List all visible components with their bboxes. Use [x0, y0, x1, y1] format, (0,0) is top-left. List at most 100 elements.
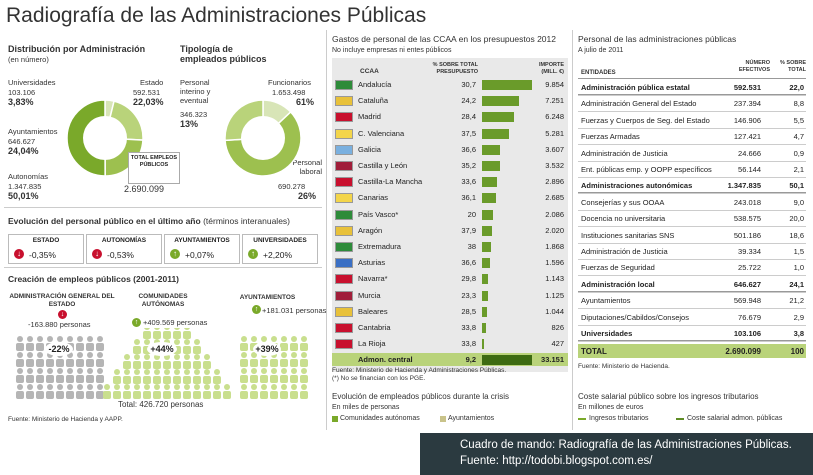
person-icon	[184, 328, 190, 330]
divider	[578, 242, 806, 244]
up-arrow-icon: ↑	[170, 249, 180, 259]
person-icon	[67, 368, 73, 374]
entidad-pct: 9,0	[793, 197, 804, 207]
person-icon	[86, 375, 94, 383]
person-icon	[270, 391, 278, 399]
total-value: 2.690.099	[124, 184, 165, 194]
entidad-pct: 1,0	[793, 263, 804, 273]
coste-sub: En millones de euros	[578, 404, 644, 411]
creacion-heading: Creación de empleos públicos (2001-2011)	[8, 274, 180, 284]
table-row: Administración pública estatal 592.531 2…	[578, 81, 806, 95]
person-icon	[134, 354, 140, 360]
person-icon	[290, 391, 298, 399]
flag-icon	[335, 306, 353, 317]
table-row: Galicia 36,6 3.607	[332, 143, 568, 157]
flag-icon	[335, 242, 353, 252]
entidad-pct: 21,2	[789, 296, 804, 306]
gastos-heading: Gastos de personal de las CCAA en los pr…	[332, 34, 556, 44]
up-arrow-icon: ↑	[252, 305, 261, 314]
person-icon	[193, 361, 201, 369]
creacion-ccaa-pct: +44%	[147, 342, 177, 356]
estado-pct: 22,03%	[133, 97, 164, 107]
distribucion-heading: Distribución por Administración	[8, 44, 146, 54]
person-icon	[174, 354, 180, 360]
person-icon	[194, 339, 200, 345]
creacion-ccaa-value: +409.569 personas	[143, 318, 208, 327]
ccaa-importe: 3.607	[545, 144, 564, 154]
ccaa-importe: 427	[551, 339, 564, 349]
person-icon	[153, 331, 161, 339]
divider	[4, 267, 322, 268]
person-icon	[46, 391, 54, 399]
person-icon	[86, 343, 94, 351]
ccaa-pct: 33,6	[461, 177, 476, 187]
person-icon	[143, 361, 151, 369]
person-icon	[163, 391, 171, 399]
down-arrow-icon: ↓	[92, 249, 102, 259]
person-icon	[144, 328, 150, 330]
personal-col2: NÚMERO EFECTIVOS	[738, 60, 770, 73]
funcionarios-num: 1.653.498	[272, 88, 306, 97]
creacion-age-label: ADMINISTRACIÓN GENERAL DEL ESTADO	[9, 293, 115, 308]
table-row: Ayuntamientos 569.948 21,2	[578, 294, 806, 307]
table-row: Cataluña 24,2 7.251	[332, 94, 568, 108]
person-icon	[203, 361, 211, 369]
flag-icon	[335, 96, 353, 107]
ccaa-bar	[482, 274, 488, 285]
divider	[326, 30, 327, 430]
table-row: Cantabria 33,8 826	[332, 321, 568, 335]
ccaa-importe: 9.854	[545, 80, 564, 89]
table-row: Fuerzas y Cuerpos de Seg. del Estado 146…	[578, 114, 806, 127]
person-icon	[164, 328, 170, 330]
entidad-name: Fuerzas y Cuerpos de Seg. del Estado	[581, 115, 710, 125]
creacion-total: Total: 426.720 personas	[118, 400, 204, 409]
ccaa-pct: 37,9	[461, 225, 476, 235]
person-icon	[213, 391, 221, 399]
person-icon	[104, 384, 110, 390]
person-icon	[66, 359, 74, 367]
table-row: Administración General del Estado 237.39…	[578, 97, 806, 110]
person-icon	[96, 343, 104, 351]
ccaa-name: Baleares	[358, 306, 388, 316]
distribucion-donut	[66, 99, 144, 177]
person-icon	[87, 336, 93, 342]
ccaa-importe: 1.125	[545, 290, 564, 300]
person-icon	[281, 336, 287, 342]
entidad-num: 39.334	[738, 247, 761, 256]
person-icon	[194, 369, 200, 375]
person-icon	[280, 391, 288, 399]
person-icon	[77, 368, 83, 374]
person-icon	[164, 369, 170, 375]
ccaa-pct: 20	[467, 209, 476, 219]
table-row: Ent. públicas emp. y OOPP específicos 56…	[578, 163, 806, 176]
ccaa-pct: 36,1	[461, 193, 476, 203]
person-icon	[204, 369, 210, 375]
person-icon	[300, 359, 308, 367]
entidad-pct: 8,8	[793, 99, 804, 109]
gastos-table	[332, 58, 568, 372]
person-icon	[270, 359, 278, 367]
ccaa-name: Cataluña	[358, 96, 389, 106]
divider	[578, 226, 806, 228]
person-icon	[26, 343, 34, 351]
person-icon	[281, 368, 287, 374]
personal-total-pct: 100	[790, 347, 804, 356]
ccaa-pct: 36,6	[461, 144, 476, 154]
entidad-name: Ent. públicas emp. y OOPP específicos	[581, 165, 712, 174]
table-row: Baleares 28,5 1.044	[332, 305, 568, 319]
evolucion-heading: Evolución del personal público en el últ…	[8, 216, 290, 226]
table-row: Administración de Justicia 24.666 0,9	[578, 147, 806, 160]
person-icon	[103, 391, 111, 399]
table-row: Andalucía 30,7 9.854	[332, 78, 568, 92]
up-arrow-icon: ↑	[248, 249, 258, 259]
divider	[578, 275, 806, 277]
person-icon	[123, 376, 131, 384]
person-icon	[183, 331, 191, 339]
person-icon	[153, 361, 161, 369]
table-row: Consejerías y sus OOAA 243.018 9,0	[578, 196, 806, 209]
univ-label: Universidades	[8, 78, 56, 87]
person-icon	[47, 368, 53, 374]
person-icon	[27, 368, 33, 374]
person-icon	[17, 336, 23, 342]
flag-icon	[335, 225, 353, 236]
